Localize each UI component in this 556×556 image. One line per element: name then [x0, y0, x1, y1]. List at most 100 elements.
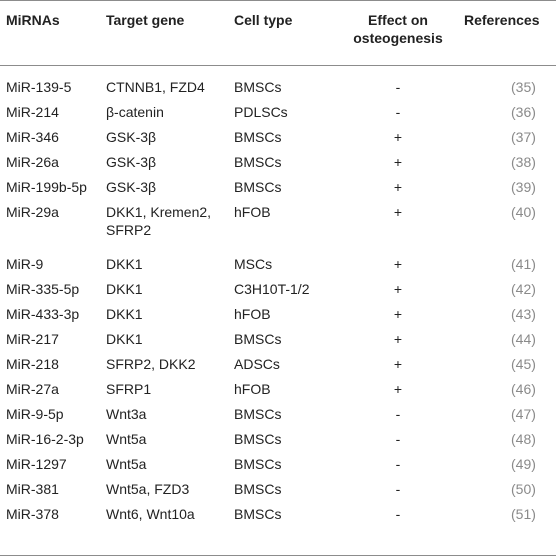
cell-cell-type: hFOB: [234, 306, 271, 322]
cell-effect: -: [395, 506, 401, 522]
cell-cell-type: BMSCs: [234, 431, 282, 447]
cell-reference: (41): [511, 256, 536, 272]
header-target-gene: Target gene: [106, 12, 185, 28]
cell-effect: +: [393, 331, 403, 347]
cell-cell-type: C3H10T-1/2: [234, 281, 310, 297]
cell-cell-type: PDLSCs: [234, 104, 288, 120]
cell-mirna: MiR-335-5p: [6, 281, 80, 297]
cell-effect: +: [393, 256, 403, 272]
cell-target-gene: DKK1: [106, 331, 143, 347]
cell-mirna: MiR-26a: [6, 154, 59, 170]
cell-effect: -: [395, 431, 401, 447]
cell-reference: (39): [511, 179, 536, 195]
cell-mirna: MiR-29a: [6, 204, 59, 220]
cell-target-gene: SFRP1: [106, 381, 152, 397]
cell-effect: -: [395, 104, 401, 120]
cell-effect: -: [395, 456, 401, 472]
table-row: MiR-16-2-3p Wnt5a BMSCs - (48): [0, 428, 556, 453]
cell-target-gene: SFRP2, DKK2: [106, 356, 196, 372]
cell-effect: +: [393, 381, 403, 397]
header-effect-line2: osteogenesis: [353, 30, 443, 46]
cell-target-gene: CTNNB1, FZD4: [106, 79, 205, 95]
cell-cell-type: BMSCs: [234, 129, 282, 145]
cell-effect: -: [395, 79, 401, 95]
table-row: MiR-9 DKK1 MSCs + (41): [0, 253, 556, 278]
cell-target-gene: Wnt5a, FZD3: [106, 481, 190, 497]
cell-effect: +: [393, 179, 403, 195]
cell-cell-type: BMSCs: [234, 456, 282, 472]
table-row: MiR-26a GSK-3β BMSCs + (38): [0, 151, 556, 176]
cell-mirna: MiR-381: [6, 481, 59, 497]
cell-target-gene: DKK1: [106, 256, 143, 272]
cell-reference: (49): [511, 456, 536, 472]
table-row: MiR-378 Wnt6, Wnt10a BMSCs - (51): [0, 503, 556, 556]
cell-effect: +: [393, 281, 403, 297]
table-row: MiR-9-5p Wnt3a BMSCs - (47): [0, 403, 556, 428]
cell-mirna: MiR-214: [6, 104, 59, 120]
cell-cell-type: MSCs: [234, 256, 273, 272]
cell-mirna: MiR-27a: [6, 381, 59, 397]
cell-target-gene: GSK-3β: [106, 154, 157, 170]
cell-effect: +: [393, 154, 403, 170]
cell-target-gene: Wnt6, Wnt10a: [106, 506, 195, 522]
cell-reference: (44): [511, 331, 536, 347]
cell-target-gene: DKK1, Kremen2, SFRP2: [106, 204, 212, 238]
cell-target-gene: Wnt5a: [106, 431, 147, 447]
cell-mirna: MiR-139-5: [6, 79, 72, 95]
cell-cell-type: hFOB: [234, 381, 271, 397]
cell-cell-type: BMSCs: [234, 406, 282, 422]
table-row: MiR-433-3p DKK1 hFOB + (43): [0, 303, 556, 328]
header-mirnas: MiRNAs: [6, 12, 60, 28]
cell-effect: -: [395, 406, 401, 422]
cell-effect: +: [393, 306, 403, 322]
table-header: MiRNAs Target gene Cell type Effect on o…: [0, 0, 556, 66]
cell-reference: (35): [511, 79, 536, 95]
cell-cell-type: BMSCs: [234, 154, 282, 170]
cell-cell-type: hFOB: [234, 204, 271, 220]
cell-reference: (40): [511, 204, 536, 220]
cell-effect: -: [395, 481, 401, 497]
cell-mirna: MiR-218: [6, 356, 59, 372]
header-cell-type: Cell type: [234, 12, 293, 28]
cell-mirna: MiR-199b-5p: [6, 179, 87, 195]
cell-mirna: MiR-9-5p: [6, 406, 64, 422]
cell-effect: +: [393, 204, 403, 220]
table-row: MiR-346 GSK-3β BMSCs + (37): [0, 126, 556, 151]
cell-cell-type: BMSCs: [234, 481, 282, 497]
cell-effect: +: [393, 356, 403, 372]
header-effect: Effect on osteogenesis: [332, 11, 464, 47]
table-row: MiR-217 DKK1 BMSCs + (44): [0, 328, 556, 353]
cell-mirna: MiR-1297: [6, 456, 67, 472]
cell-reference: (37): [511, 129, 536, 145]
cell-reference: (45): [511, 356, 536, 372]
cell-reference: (46): [511, 381, 536, 397]
header-references: References: [464, 12, 540, 28]
cell-mirna: MiR-346: [6, 129, 59, 145]
cell-mirna: MiR-9: [6, 256, 44, 272]
cell-target-gene: Wnt5a: [106, 456, 147, 472]
table-row: MiR-335-5p DKK1 C3H10T-1/2 + (42): [0, 278, 556, 303]
cell-cell-type: BMSCs: [234, 506, 282, 522]
table-row: MiR-1297 Wnt5a BMSCs - (49): [0, 453, 556, 478]
cell-mirna: MiR-433-3p: [6, 306, 80, 322]
cell-target-gene: β-catenin: [106, 104, 164, 120]
cell-cell-type: BMSCs: [234, 79, 282, 95]
cell-target-gene: DKK1: [106, 281, 143, 297]
header-effect-line1: Effect on: [368, 12, 428, 28]
cell-target-gene: GSK-3β: [106, 179, 157, 195]
table-row: MiR-139-5 CTNNB1, FZD4 BMSCs - (35): [0, 76, 556, 101]
cell-mirna: MiR-217: [6, 331, 59, 347]
cell-target-gene: GSK-3β: [106, 129, 157, 145]
cell-cell-type: BMSCs: [234, 179, 282, 195]
cell-reference: (48): [511, 431, 536, 447]
table-row: MiR-199b-5p GSK-3β BMSCs + (39): [0, 176, 556, 201]
cell-reference: (36): [511, 104, 536, 120]
cell-reference: (50): [511, 481, 536, 497]
table-row: MiR-27a SFRP1 hFOB + (46): [0, 378, 556, 403]
cell-reference: (51): [511, 506, 536, 522]
cell-reference: (38): [511, 154, 536, 170]
table-row: MiR-29a DKK1, Kremen2, SFRP2 hFOB + (40): [0, 201, 556, 253]
cell-cell-type: BMSCs: [234, 331, 282, 347]
cell-cell-type: ADSCs: [234, 356, 280, 372]
